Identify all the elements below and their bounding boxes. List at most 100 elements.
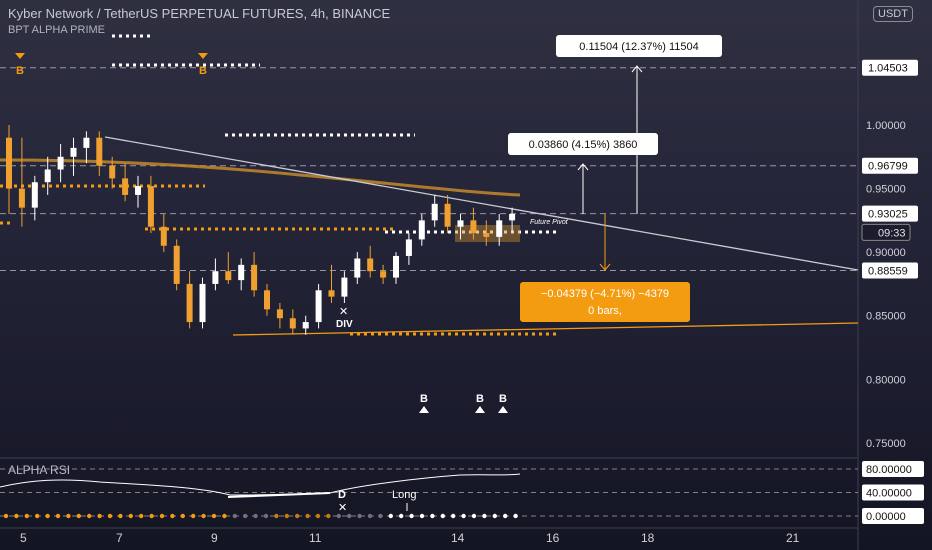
candle-body	[483, 233, 490, 237]
rsi-signal-dot	[159, 513, 165, 519]
rsi-signal-dot	[388, 513, 393, 519]
rsi-signal-dot	[513, 513, 518, 519]
rsi-signal-dot	[378, 513, 383, 519]
candle-body	[186, 283, 193, 323]
rsi-line	[0, 473, 521, 496]
candle-body	[31, 182, 38, 208]
candle-body	[380, 271, 387, 278]
indicator-name: BPT ALPHA PRIME	[8, 24, 106, 36]
candle-body	[122, 178, 129, 195]
candle-body	[147, 186, 154, 227]
rsi-tick-label: 40.00000	[866, 488, 912, 500]
rsi-signal-dot	[357, 513, 362, 519]
rsi-signal-dot	[347, 513, 352, 519]
buy-marker-triangle	[419, 406, 429, 413]
rsi-tick-label: 80.00000	[866, 464, 912, 476]
price-label-text: 0.93025	[868, 209, 908, 221]
time-tick-label: 14	[451, 531, 465, 545]
candle-body	[289, 318, 296, 329]
candle-body	[302, 322, 309, 329]
rsi-signal-dot	[284, 513, 289, 519]
price-tick-label: 0.80000	[866, 374, 906, 386]
rsi-signal-dot	[24, 513, 29, 519]
sell-marker-triangle	[198, 53, 208, 59]
buy-marker-triangle	[475, 406, 485, 413]
candle-body	[57, 156, 64, 170]
candle-body	[276, 309, 283, 319]
time-tick-label: 16	[546, 531, 560, 545]
rsi-signal-dot	[3, 513, 9, 519]
rsi-axis-box	[862, 461, 924, 477]
price-label-box	[862, 262, 918, 279]
candle-body	[418, 220, 425, 240]
rsi-signal-dot	[399, 513, 404, 519]
rsi-tick-label: 0.00000	[866, 511, 906, 523]
candle-body	[405, 239, 412, 256]
rsi-signal-dot	[211, 513, 217, 519]
price-label-box	[862, 157, 918, 174]
buy-marker-label: B	[499, 393, 507, 405]
cross-marker: ✕	[339, 306, 348, 318]
candle-body	[160, 226, 167, 246]
rsi-signal-dot	[107, 513, 113, 519]
candle-body	[212, 271, 219, 284]
rsi-signal-dot	[367, 513, 373, 519]
price-label-text: 0.88559	[868, 265, 908, 277]
candle-body	[444, 203, 451, 227]
price-label-text: 0.96799	[868, 161, 908, 173]
currency-button[interactable]: USDT	[873, 6, 913, 22]
arrow-head	[631, 65, 643, 73]
candle-body	[238, 264, 245, 281]
candle-body	[135, 186, 141, 195]
rsi-signal-dot	[55, 513, 61, 519]
rsi-axis-box	[862, 508, 924, 524]
sell-marker-triangle	[15, 53, 25, 59]
candle-body	[199, 283, 206, 323]
candle-body	[509, 213, 516, 221]
price-label-text: 09:33	[878, 227, 906, 239]
rsi-long-label: Long	[392, 489, 416, 501]
candle-body	[367, 258, 374, 272]
chart-title: Kyber Network / TetherUS PERPETUAL FUTUR…	[8, 6, 391, 21]
rsi-signal-dot	[419, 513, 425, 519]
rsi-signal-dot	[253, 513, 258, 519]
rsi-axis-box	[862, 484, 924, 501]
time-tick-label: 18	[641, 531, 655, 545]
time-tick-label: 7	[116, 531, 123, 545]
rsi-signal-dot	[14, 513, 19, 519]
time-tick-label: 21	[786, 531, 800, 545]
candle-body	[457, 220, 464, 227]
price-tick-label: 0.85000	[866, 311, 906, 323]
rsi-signal-dot	[139, 513, 144, 519]
candle-body	[315, 290, 322, 323]
price-label-box	[862, 59, 918, 76]
rsi-signal-dot	[128, 513, 133, 519]
measure-box-text: 0.03860 (4.15%) 3860	[529, 139, 638, 151]
rsi-signal-dot	[170, 513, 175, 519]
rsi-signal-dot	[118, 513, 123, 519]
rsi-signal-dot	[315, 513, 321, 519]
rsi-signal-dot	[87, 513, 92, 519]
rsi-signal-dot	[35, 513, 40, 519]
rsi-signal-dot	[430, 513, 435, 519]
price-label-box	[861, 223, 911, 241]
rsi-signal-dot	[440, 513, 445, 519]
candle-body	[496, 220, 503, 237]
candle-body	[83, 137, 90, 148]
price-tick-label: 0.90000	[866, 247, 906, 259]
rsi-signal-dot	[503, 513, 508, 519]
price-tick-label: 1.00000	[866, 120, 906, 132]
rsi-signal-dot	[97, 513, 102, 519]
time-tick-label: 11	[309, 531, 322, 545]
trendline-support	[232, 322, 859, 336]
price-tick-label: 0.95000	[866, 184, 906, 196]
candle-body	[18, 188, 25, 208]
rsi-signal-dot	[492, 513, 497, 519]
candle-body	[225, 271, 232, 281]
rsi-signal-dot	[482, 513, 487, 519]
rsi-signal-dot	[201, 513, 206, 519]
measure-box-text: −0.04379 (−4.71%) −4379	[541, 288, 669, 300]
buy-marker-label: B	[16, 65, 24, 77]
rsi-signal-dot	[274, 513, 279, 519]
